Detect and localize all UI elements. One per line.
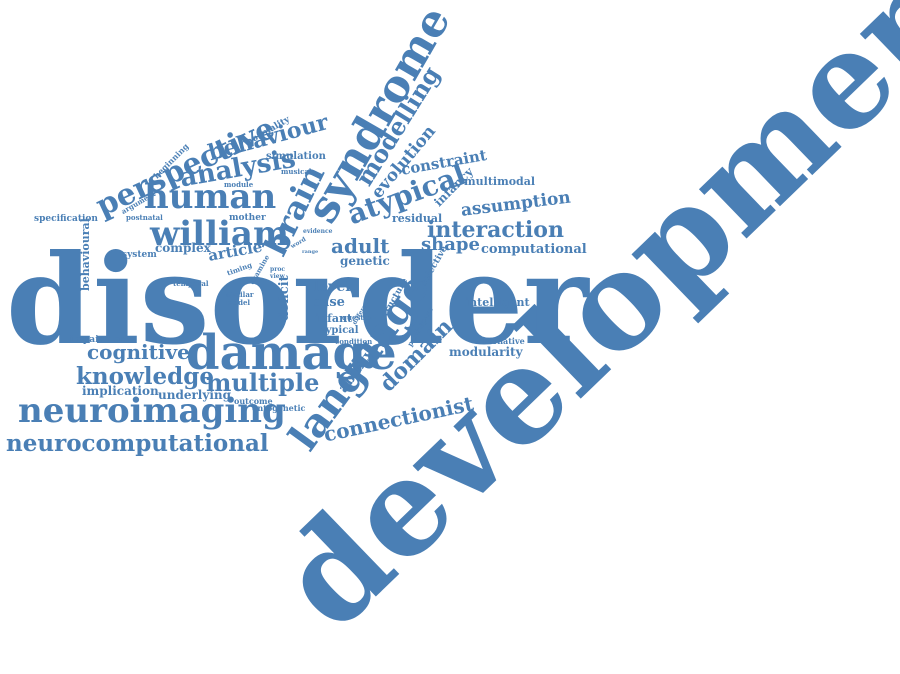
cloud-word: assumption — [459, 187, 572, 222]
cloud-word: case — [313, 294, 345, 310]
cloud-word: modularity — [449, 345, 523, 360]
cloud-word: typical — [321, 325, 359, 336]
cloud-word: musical — [281, 167, 312, 177]
cloud-word: specification — [34, 213, 98, 224]
cloud-word: ontogenetic — [252, 402, 306, 413]
cloud-word: underlying — [158, 388, 232, 403]
cloud-word: neurocomputational — [6, 429, 269, 457]
cloud-word: william — [150, 213, 289, 254]
cloud-word: behavioural — [79, 218, 92, 292]
cloud-word: multimodal — [464, 175, 536, 189]
cloud-word: view — [270, 273, 285, 281]
cloud-word: impairment — [70, 334, 130, 345]
cloud-word: postnatal — [126, 213, 163, 223]
cloud-word: mother — [229, 212, 266, 223]
cloud-word: simulation — [266, 151, 326, 162]
cloud-word: adult — [331, 234, 390, 258]
cloud-word: damage — [186, 324, 397, 381]
cloud-word: interaction — [427, 217, 564, 244]
cloud-word: model — [226, 298, 251, 308]
cloud-word: intelligent — [465, 296, 530, 310]
cloud-word: level — [314, 278, 351, 295]
cloud-word: deficit — [277, 274, 292, 321]
cloud-word: residual — [392, 212, 443, 226]
cloud-word: alternative — [476, 335, 525, 346]
cloud-word: proc — [270, 266, 286, 274]
cloud-word: shape — [421, 233, 480, 255]
cloud-word: range — [302, 249, 319, 255]
cloud-word: similar — [226, 290, 254, 300]
cloud-word: question — [342, 313, 377, 323]
cloud-word: neuroimaging — [18, 390, 286, 431]
cloud-word: evidence — [303, 228, 333, 236]
cloud-word: infant — [315, 312, 353, 326]
cloud-word: implication — [82, 384, 159, 399]
cloud-word: complex — [155, 241, 211, 256]
cloud-word: computational — [481, 241, 587, 257]
cloud-word: system — [122, 249, 157, 260]
cloud-word: temporal — [173, 279, 209, 289]
cloud-word: genetic — [340, 254, 390, 269]
cloud-word: module — [224, 180, 254, 190]
cloud-word: multiple — [206, 367, 320, 397]
cloud-word: knowledge — [76, 362, 214, 390]
cloud-word: disorder — [6, 227, 589, 373]
cloud-word: cognitive — [87, 340, 190, 364]
cloud-word: human — [144, 176, 277, 217]
cloud-word: condition — [335, 337, 373, 347]
cloud-word: outcome — [234, 395, 273, 406]
